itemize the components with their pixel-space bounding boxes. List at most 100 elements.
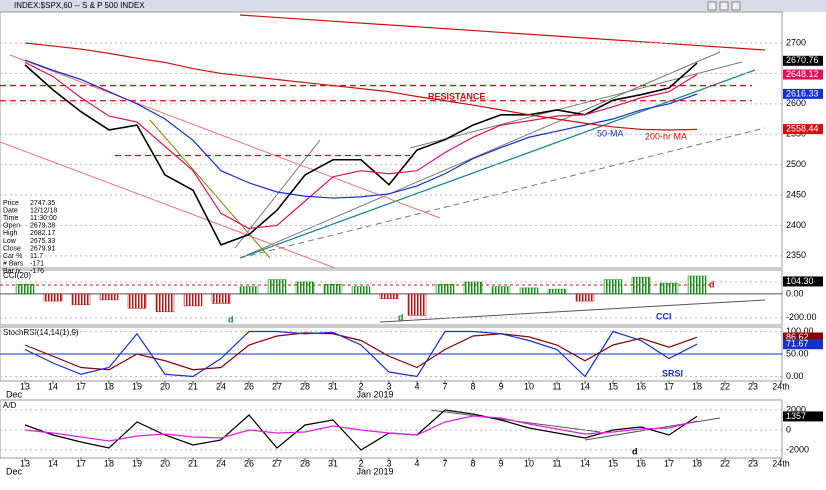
bar [211,293,231,304]
x-tick-label: 23 [748,381,758,391]
bar [323,284,343,295]
window-buttons[interactable] [707,1,741,11]
x-tick-label: 9 [498,381,503,391]
x-group-label: Jan 2019 [356,466,393,476]
x-tick-label: 11 [552,381,561,391]
x-tick-label: 2 [358,381,363,391]
x-group-label: Dec [6,389,23,399]
series-line [24,42,698,131]
info-value: -176 [30,268,44,275]
x-tick-label: 24th [772,381,790,391]
series-line [24,332,698,371]
x-tick-label: 26 [244,381,254,391]
trendlines [0,14,766,441]
x-tick-label: 17 [76,458,86,468]
x-tick-label: 28 [300,381,310,391]
value-box-label: 2558.44 [786,123,819,133]
x-tick-label: 13 [20,458,30,468]
info-label: Car % [3,253,22,260]
x-tick-label: 11 [552,458,561,468]
info-value: 11.7 [30,253,43,260]
y-tick-label: 2700 [786,37,806,47]
value-box [783,411,823,422]
x-tick-label: 13 [20,381,30,391]
x-tick-label: 22 [720,381,730,391]
value-box-label: 71.67 [786,339,809,349]
x-tick-label: 18 [104,458,114,468]
annotation: d [398,312,404,322]
info-label: Close [3,245,21,252]
y-tick-label: 100.00 [786,326,814,336]
info-label: High [3,230,18,237]
x-tick-label: 18 [692,458,702,468]
annotation: 200-hr MA [645,131,687,141]
info-label: Bar ix [3,268,21,275]
x-tick-label: 7 [442,381,447,391]
x-tick-label: 18 [104,381,114,391]
y-tick-label: 0 [786,424,791,434]
x-tick-label: 22 [720,458,730,468]
value-box [783,276,823,287]
info-label: Low [3,238,17,245]
x-tick-label: 20 [160,381,170,391]
bar [463,281,483,295]
x-tick-label: 14 [580,381,590,391]
y-tick-label: -2000 [786,444,809,454]
bar [295,281,315,295]
bar [519,287,539,295]
info-value: 2747.35 [30,200,55,207]
x-tick-label: 23 [748,458,758,468]
x-tick-label: 15 [608,458,618,468]
x-tick-label: 16 [636,381,646,391]
x-tick-label: 15 [608,381,618,391]
panel-title: A/D [3,401,17,410]
x-tick-label: 2 [358,458,363,468]
y-tick-label: 50.00 [786,348,809,358]
x-tick-label: 31 [328,458,338,468]
bar [43,293,63,302]
y-tick-label: -200.00 [786,312,817,322]
y-tick-label: 0.00 [786,288,804,298]
annotation: d [228,314,234,324]
y-tick-label: 2350 [786,250,806,260]
info-value: 2682.17 [30,230,55,237]
x-tick-label: 17 [664,458,674,468]
bar [435,284,455,295]
y-tick-label: 2000 [786,404,806,414]
bar [99,293,119,301]
bar [267,279,287,295]
x-tick-label: 14 [48,458,58,468]
x-tick-label: 24th [772,458,790,468]
y-tick-label: 0.00 [786,371,804,381]
info-value: 12/12/18 [30,207,57,214]
x-tick-label: 4 [414,381,419,391]
y-tick-label: 2600 [786,98,806,108]
value-box-label: 104.30 [786,276,814,286]
bar [491,286,511,295]
value-box [783,69,823,80]
bar [15,284,35,295]
price-panel [0,11,783,269]
ad-panel [0,399,783,459]
bar [603,279,623,295]
title-bar [0,0,826,12]
x-tick-label: 27 [272,381,282,391]
bar [631,276,651,295]
bar [155,293,175,313]
bar [239,286,259,295]
x-tick-label: 14 [48,381,58,391]
x-tick-label: 17 [76,381,86,391]
bar [575,293,595,302]
value-box-label: 86.62 [786,332,809,342]
value-box-label: 2670.76 [786,55,819,65]
x-group-label: Dec [6,466,23,476]
x-tick-label: 24 [216,458,226,468]
bar [547,288,567,295]
bar [687,275,707,295]
info-value: 11:30:00 [30,215,57,222]
value-box-label: 2616.33 [786,88,819,98]
x-tick-label: 4 [414,458,419,468]
x-tick-label: 18 [692,381,702,391]
annotation: CCI [656,311,672,321]
